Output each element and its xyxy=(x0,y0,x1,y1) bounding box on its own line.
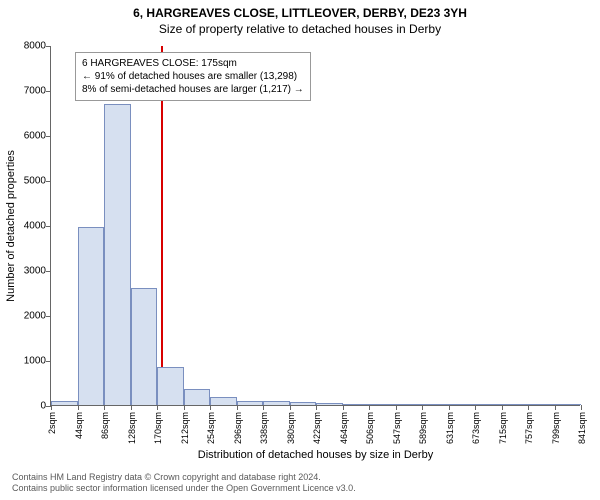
x-tick-mark xyxy=(51,405,52,410)
histogram-bar xyxy=(528,404,555,405)
y-tick-mark xyxy=(46,226,51,227)
x-tick-mark xyxy=(475,405,476,410)
histogram-bar xyxy=(51,401,78,405)
x-tick-mark xyxy=(78,405,79,410)
annotation-line-1: 6 HARGREAVES CLOSE: 175sqm xyxy=(82,57,304,70)
x-axis-label: Distribution of detached houses by size … xyxy=(198,449,433,461)
x-tick-label: 128sqm xyxy=(127,412,137,444)
chart-container: Number of detached properties Distributi… xyxy=(50,46,580,406)
histogram-bar xyxy=(502,404,529,405)
x-tick-mark xyxy=(104,405,105,410)
x-tick-label: 589sqm xyxy=(418,412,428,444)
y-tick-label: 2000 xyxy=(6,311,46,322)
x-tick-label: 380sqm xyxy=(286,412,296,444)
page-title-1: 6, HARGREAVES CLOSE, LITTLEOVER, DERBY, … xyxy=(0,0,600,20)
y-tick-mark xyxy=(46,361,51,362)
histogram-bar xyxy=(184,389,211,405)
x-tick-label: 2sqm xyxy=(47,412,57,434)
x-tick-label: 44sqm xyxy=(74,412,84,439)
histogram-bar xyxy=(555,404,582,405)
x-tick-mark xyxy=(263,405,264,410)
x-tick-label: 547sqm xyxy=(392,412,402,444)
histogram-bar xyxy=(263,401,290,405)
x-tick-mark xyxy=(396,405,397,410)
x-tick-mark xyxy=(290,405,291,410)
x-tick-mark xyxy=(528,405,529,410)
x-tick-mark xyxy=(210,405,211,410)
x-tick-mark xyxy=(157,405,158,410)
x-tick-label: 170sqm xyxy=(153,412,163,444)
x-tick-label: 422sqm xyxy=(312,412,322,444)
y-tick-label: 4000 xyxy=(6,221,46,232)
page-title-2: Size of property relative to detached ho… xyxy=(0,20,600,36)
x-tick-label: 212sqm xyxy=(180,412,190,444)
histogram-bar xyxy=(316,403,343,405)
y-tick-label: 5000 xyxy=(6,176,46,187)
y-tick-label: 1000 xyxy=(6,356,46,367)
x-tick-label: 757sqm xyxy=(524,412,534,444)
y-tick-label: 3000 xyxy=(6,266,46,277)
histogram-bar xyxy=(290,402,317,405)
histogram-bar xyxy=(396,404,423,405)
y-tick-mark xyxy=(46,136,51,137)
x-tick-mark xyxy=(184,405,185,410)
footer-line-1: Contains HM Land Registry data © Crown c… xyxy=(12,472,356,483)
x-tick-label: 631sqm xyxy=(445,412,455,444)
x-tick-mark xyxy=(369,405,370,410)
histogram-bar xyxy=(78,227,105,405)
x-tick-mark xyxy=(581,405,582,410)
y-tick-label: 6000 xyxy=(6,131,46,142)
histogram-bar xyxy=(157,367,184,405)
histogram-bar xyxy=(369,404,396,405)
histogram-bar xyxy=(475,404,502,405)
annotation-box: 6 HARGREAVES CLOSE: 175sqm ← 91% of deta… xyxy=(75,52,311,101)
x-tick-mark xyxy=(449,405,450,410)
x-tick-label: 254sqm xyxy=(206,412,216,444)
x-tick-label: 506sqm xyxy=(365,412,375,444)
x-tick-mark xyxy=(343,405,344,410)
x-tick-label: 338sqm xyxy=(259,412,269,444)
footer-line-2: Contains public sector information licen… xyxy=(12,483,356,494)
x-tick-mark xyxy=(237,405,238,410)
y-tick-mark xyxy=(46,271,51,272)
x-tick-label: 464sqm xyxy=(339,412,349,444)
histogram-bar xyxy=(422,404,449,405)
histogram-bar xyxy=(343,404,370,405)
x-tick-label: 799sqm xyxy=(551,412,561,444)
x-tick-mark xyxy=(131,405,132,410)
y-tick-label: 7000 xyxy=(6,86,46,97)
x-tick-label: 296sqm xyxy=(233,412,243,444)
histogram-bar xyxy=(237,401,264,406)
annotation-line-2: ← 91% of detached houses are smaller (13… xyxy=(82,70,304,83)
x-tick-label: 86sqm xyxy=(100,412,110,439)
y-tick-mark xyxy=(46,181,51,182)
histogram-bar xyxy=(104,104,131,406)
histogram-bar xyxy=(449,404,476,405)
x-tick-mark xyxy=(502,405,503,410)
plot-area: Number of detached properties Distributi… xyxy=(50,46,580,406)
x-tick-label: 841sqm xyxy=(577,412,587,444)
x-tick-mark xyxy=(316,405,317,410)
y-tick-mark xyxy=(46,46,51,47)
histogram-bar xyxy=(131,288,158,405)
annotation-line-3: 8% of semi-detached houses are larger (1… xyxy=(82,83,304,96)
x-tick-label: 715sqm xyxy=(498,412,508,444)
y-tick-label: 8000 xyxy=(6,41,46,52)
y-tick-mark xyxy=(46,316,51,317)
footer-attribution: Contains HM Land Registry data © Crown c… xyxy=(12,472,356,495)
histogram-bar xyxy=(210,397,237,405)
x-tick-mark xyxy=(422,405,423,410)
x-tick-label: 673sqm xyxy=(471,412,481,444)
y-tick-label: 0 xyxy=(6,401,46,412)
y-tick-mark xyxy=(46,91,51,92)
x-tick-mark xyxy=(555,405,556,410)
